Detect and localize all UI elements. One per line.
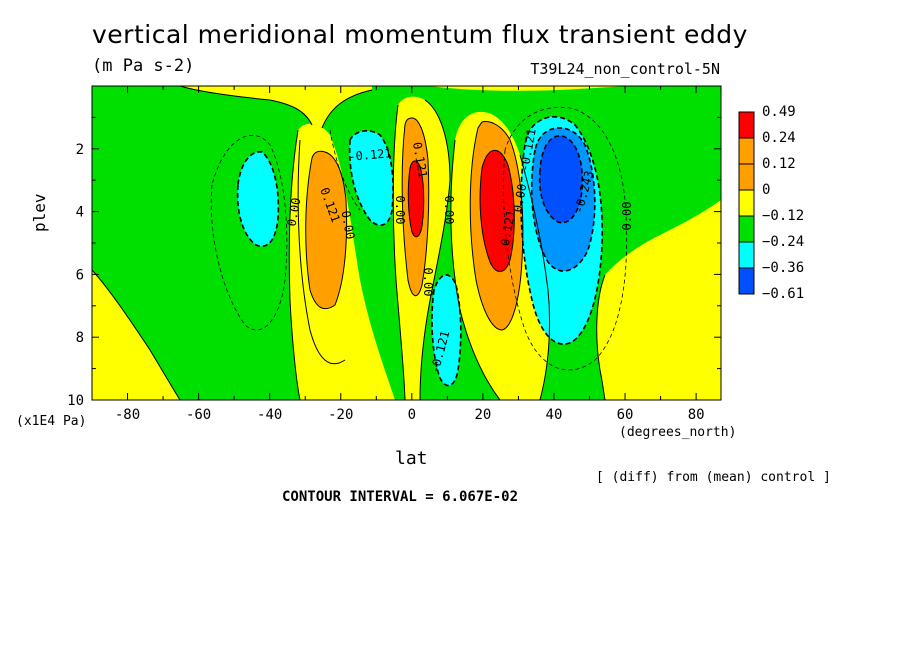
- contour-label: 0.00: [511, 183, 530, 214]
- contour-line: [519, 154, 551, 400]
- negative-contours: [236, 116, 604, 387]
- legend-label: 0.12: [762, 156, 796, 172]
- contour-line: [407, 160, 425, 238]
- contour-label: 0.00: [620, 202, 634, 231]
- y-tick-label: 2: [76, 142, 84, 158]
- contour-line: [305, 150, 348, 310]
- x-axis: -80 -60 -40 -20 0 20 40 60 80: [91, 86, 705, 423]
- contour-line: [348, 130, 394, 226]
- contour-line: [596, 274, 606, 400]
- legend-swatch: [738, 215, 755, 243]
- contour-label-text: 0.00: [511, 183, 530, 214]
- contour-line: [321, 89, 373, 129]
- region-red-eq: [408, 160, 424, 237]
- y-tick-label: 4: [76, 205, 84, 221]
- contour-label-text: -0.121: [348, 146, 392, 164]
- x-tick-label: -60: [186, 407, 211, 423]
- region-blue-nh: [539, 135, 583, 223]
- contour-line: [520, 116, 604, 345]
- region-cyan-eq: [432, 274, 461, 386]
- contour-line: [469, 121, 524, 331]
- contour-label: 0.121: [498, 209, 518, 247]
- contour-line: [297, 139, 346, 365]
- y-axis: 2 4 6 8 10: [67, 116, 721, 409]
- x-tick-label: -40: [257, 407, 282, 423]
- contour-lines: [92, 86, 606, 400]
- contour-label-text: 0.00: [620, 202, 634, 231]
- weak-negative-contours: [210, 106, 628, 371]
- y-tick-label: 6: [76, 267, 84, 283]
- x-tick-label: 0: [408, 407, 416, 423]
- x-tick-label: -20: [328, 407, 353, 423]
- diff-note: [ (diff) from (mean) control ]: [596, 470, 831, 485]
- contour-label: 0.121: [410, 141, 430, 179]
- legend-label: −0.24: [762, 234, 804, 250]
- contour-line: [236, 151, 280, 247]
- region-yellow-nh-right: [596, 200, 721, 400]
- contour-label: 0.00: [285, 197, 304, 228]
- region-cyan-sh: [237, 151, 279, 247]
- contour-line: [329, 129, 361, 211]
- contour-interval: CONTOUR INTERVAL = 6.067E-02: [282, 489, 519, 505]
- region-red-nh: [480, 150, 515, 272]
- legend-label: −0.36: [762, 260, 804, 276]
- run-label: T39L24_non_control-5N: [530, 60, 720, 78]
- contour-label-text: 0.00: [285, 197, 304, 228]
- legend-label: −0.61: [762, 286, 804, 302]
- legend-swatch: [738, 137, 755, 165]
- legend-swatch: [738, 163, 755, 191]
- region-cyan-sh2: [349, 130, 394, 226]
- chart-title: vertical meridional momentum flux transi…: [92, 20, 748, 49]
- legend-label: −0.12: [762, 208, 804, 224]
- contour-label-text: 0.00: [393, 196, 407, 225]
- y-tick-label: 8: [76, 330, 84, 346]
- x-axis-label: lat: [395, 448, 428, 469]
- contour-label: 0.00: [339, 210, 358, 241]
- contour-label-text: 0.00: [339, 210, 358, 241]
- contour-label-text: 0.00: [442, 196, 456, 225]
- contour-line: [210, 135, 288, 331]
- contour-line: [503, 106, 628, 371]
- x-axis-units: (degrees_north): [619, 425, 737, 440]
- contour-label: 0.00: [442, 196, 456, 225]
- contour-line: [92, 269, 181, 400]
- contour-line: [392, 104, 406, 400]
- contour-line: [288, 129, 301, 400]
- region-yellow-sh-left: [92, 270, 180, 400]
- contour-label-text: 0.121: [410, 141, 430, 179]
- contour-label: 0.00: [421, 268, 435, 297]
- contour-line: [431, 274, 462, 387]
- contour-line: [450, 139, 501, 400]
- contour-label-text: 0.00: [421, 268, 435, 297]
- legend-swatch: [738, 111, 755, 139]
- legend-swatch: [738, 241, 755, 269]
- contour-line: [401, 117, 430, 297]
- y-tick-label: 10: [67, 393, 84, 409]
- legend-swatch: [738, 189, 755, 217]
- legend-label: 0.24: [762, 130, 796, 146]
- x-tick-label: 60: [617, 407, 634, 423]
- y-axis-units: (x1E4 Pa): [16, 414, 87, 429]
- legend-label: 0.49: [762, 104, 796, 120]
- legend-label: 0: [762, 182, 770, 198]
- x-tick-label: 20: [474, 407, 491, 423]
- contour-label-text: 0.121: [498, 209, 518, 247]
- x-tick-label: 80: [688, 407, 705, 423]
- x-tick-label: -80: [115, 407, 140, 423]
- contour-line: [530, 127, 596, 272]
- contour-label: 0.00: [393, 196, 407, 225]
- contour-line: [479, 149, 515, 272]
- chart-units: (m Pa s-2): [92, 56, 195, 76]
- plot-area: [92, 86, 721, 400]
- region-orange-sh: [305, 151, 347, 309]
- contour-label: -0.121: [348, 146, 392, 164]
- contour-line: [419, 99, 451, 400]
- x-tick-label: 40: [546, 407, 563, 423]
- region-yellow-top: [180, 86, 372, 128]
- legend-swatch: [738, 267, 755, 295]
- colorbar-legend: 0.49 0.24 0.12 0 −0.12 −0.24 −0.36 −0.61: [738, 104, 804, 302]
